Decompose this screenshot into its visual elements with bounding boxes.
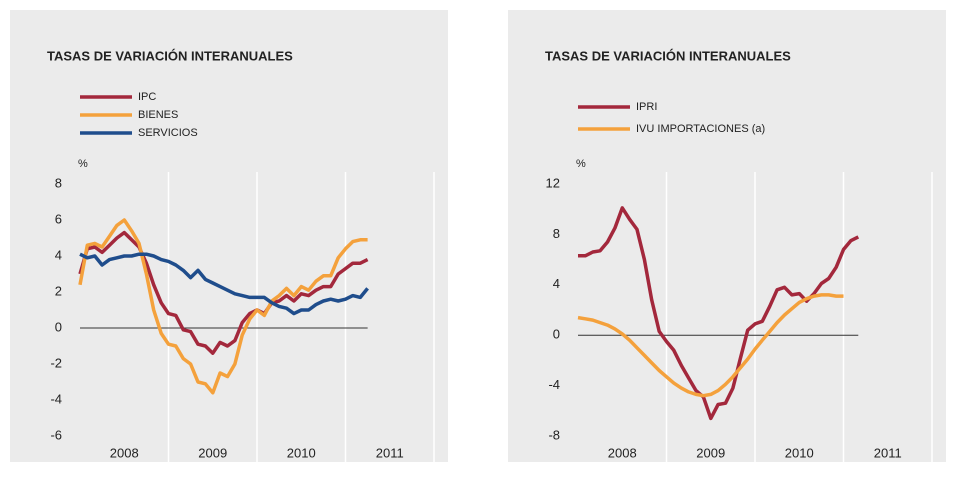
y-tick-label: -4 bbox=[548, 377, 560, 392]
legend-label: BIENES bbox=[138, 109, 178, 121]
y-tick-label: 12 bbox=[546, 175, 560, 190]
line-series bbox=[78, 218, 368, 395]
y-unit: % bbox=[78, 158, 88, 170]
x-tick-label: 2008 bbox=[608, 445, 637, 460]
legend-label: IPRI bbox=[636, 101, 657, 113]
x-tick-label: 2009 bbox=[696, 445, 725, 460]
y-tick-label: 6 bbox=[55, 211, 62, 226]
legend-label: IVU IMPORTACIONES (a) bbox=[636, 123, 765, 135]
y-tick-label: 2 bbox=[55, 283, 62, 298]
y-tick-label: 0 bbox=[55, 319, 62, 334]
x-tick-label: 2011 bbox=[376, 445, 404, 460]
y-tick-label: 0 bbox=[553, 327, 560, 342]
x-tick-label: 2010 bbox=[785, 445, 814, 460]
x-tick-label: 2008 bbox=[110, 445, 139, 460]
x-tick-label: 2010 bbox=[287, 445, 316, 460]
y-tick-label: 8 bbox=[55, 175, 62, 190]
chart-title: TASAS DE VARIACIÓN INTERANUALES bbox=[545, 48, 791, 63]
y-tick-label: -6 bbox=[50, 427, 62, 442]
y-tick-label: -2 bbox=[50, 355, 62, 370]
legend-label: SERVICIOS bbox=[138, 127, 198, 139]
y-tick-label: -8 bbox=[548, 427, 560, 442]
line-series bbox=[78, 230, 369, 355]
legend-label: IPC bbox=[138, 91, 156, 103]
y-tick-label: 8 bbox=[553, 226, 560, 241]
panel bbox=[10, 10, 448, 462]
x-tick-label: 2011 bbox=[874, 445, 902, 460]
x-tick-label: 2009 bbox=[198, 445, 227, 460]
panel bbox=[508, 10, 946, 462]
chart-title: TASAS DE VARIACIÓN INTERANUALES bbox=[47, 48, 293, 63]
line-series bbox=[577, 293, 844, 398]
y-tick-label: 4 bbox=[553, 276, 560, 291]
y-tick-label: 4 bbox=[55, 247, 62, 262]
y-unit: % bbox=[576, 158, 586, 170]
y-tick-label: -4 bbox=[50, 391, 62, 406]
line-series bbox=[79, 252, 369, 316]
